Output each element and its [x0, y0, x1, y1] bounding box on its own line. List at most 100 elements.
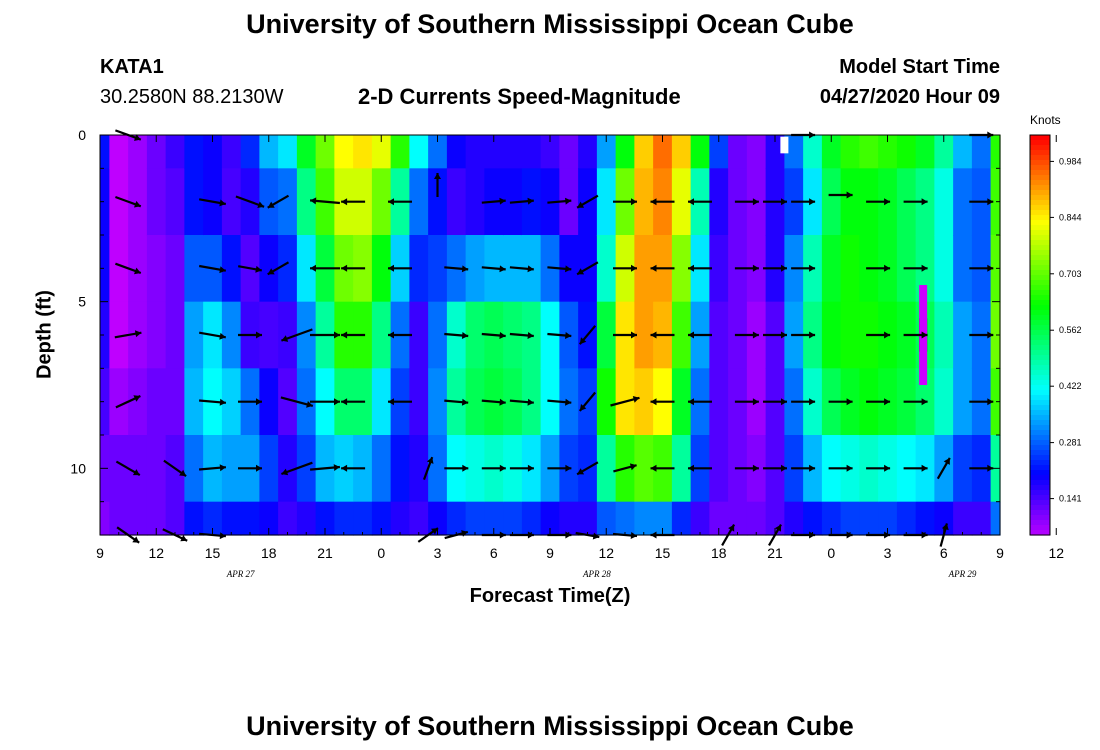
current-vector-head — [987, 331, 994, 339]
heatmap-cell — [540, 135, 560, 169]
heatmap-cell — [934, 235, 954, 303]
x-tick-label: 18 — [261, 545, 277, 561]
date-label: APR 29 — [948, 569, 977, 579]
y-tick-label: 0 — [78, 127, 86, 143]
colorbar-band — [1030, 280, 1050, 286]
current-vector-head — [752, 398, 759, 406]
current-vector-head — [650, 464, 657, 472]
heatmap-cell — [596, 301, 617, 369]
current-vector-head — [631, 331, 637, 339]
heatmap-cell — [653, 135, 673, 169]
heatmap-cell — [840, 235, 860, 303]
current-vector-head — [781, 398, 787, 406]
heatmap-cell — [165, 235, 185, 303]
colorbar-band — [1030, 195, 1050, 201]
current-vector-head — [306, 401, 313, 408]
colorbar-band — [1030, 315, 1050, 321]
colorbar-band — [1030, 505, 1050, 511]
x-tick-label: 21 — [317, 545, 333, 561]
current-vector-head — [752, 198, 759, 206]
heatmap-cell — [634, 135, 654, 169]
heatmap-cell — [278, 168, 298, 236]
colorbar-band — [1030, 270, 1050, 276]
heatmap-cell — [709, 235, 729, 303]
current-vector-head — [884, 464, 891, 472]
heatmap-cell — [446, 501, 467, 536]
current-vector-head — [650, 398, 657, 406]
colorbar-label: 0.422 — [1059, 381, 1082, 391]
x-tick-label: 15 — [205, 545, 221, 561]
x-tick-label: 0 — [377, 545, 385, 561]
colorbar-band — [1030, 425, 1050, 431]
colorbar-band — [1030, 375, 1050, 381]
heatmap-cell — [259, 168, 279, 236]
colorbar-band — [1030, 340, 1050, 346]
heatmap-cell — [465, 235, 485, 303]
data-marker — [780, 136, 789, 154]
current-vector-head — [499, 398, 506, 406]
current-vector-head — [426, 457, 434, 464]
colorbar-band — [1030, 475, 1050, 481]
heatmap-cell — [146, 235, 167, 303]
current-vector-head — [565, 265, 572, 273]
heatmap-cell — [578, 135, 598, 169]
heatmap-cell — [100, 501, 110, 536]
heatmap-cell — [446, 135, 467, 169]
colorbar-band — [1030, 160, 1050, 166]
page-title-top: University of Southern Mississippi Ocean… — [246, 9, 854, 39]
colorbar-band — [1030, 410, 1050, 416]
heatmap-cell — [915, 501, 935, 536]
x-tick-label: 12 — [148, 545, 164, 561]
heatmap-cell — [278, 135, 298, 169]
colorbar-band — [1030, 435, 1050, 441]
current-vector-head — [388, 398, 394, 406]
colorbar-band — [1030, 305, 1050, 311]
heatmap-cell — [840, 168, 860, 236]
current-vector-head — [884, 331, 891, 339]
colorbar-band — [1030, 295, 1050, 301]
current-vector-head — [499, 197, 506, 205]
colorbar-band — [1030, 200, 1050, 206]
x-axis-label: Forecast Time(Z) — [469, 585, 631, 607]
heatmap-cell — [784, 135, 804, 169]
heatmap-cell — [409, 168, 429, 236]
heatmap-cell — [428, 435, 448, 503]
heatmap-cell — [278, 301, 298, 369]
colorbar-band — [1030, 185, 1050, 191]
heatmap-cell — [109, 235, 129, 303]
heatmap-cell — [671, 368, 692, 436]
current-vector-head — [132, 536, 140, 543]
colorbar-band — [1030, 140, 1050, 146]
colorbar-label: 0.281 — [1059, 438, 1082, 448]
heatmap-cell — [465, 368, 485, 436]
colorbar-unit: Knots — [1030, 113, 1061, 127]
colorbar-label: 0.703 — [1059, 269, 1082, 279]
heatmap-cell — [165, 368, 185, 436]
current-vector-head — [650, 198, 657, 206]
current-vector-head — [281, 335, 289, 342]
heatmap-cell — [671, 135, 692, 169]
heatmap-cell — [465, 135, 485, 169]
x-tick-label: 9 — [996, 545, 1004, 561]
heatmap-cell — [165, 135, 185, 169]
heatmap-cell — [334, 135, 354, 169]
heatmap-cell — [990, 235, 1001, 303]
colorbar-band — [1030, 180, 1050, 186]
colorbar-band — [1030, 150, 1050, 156]
current-vector-head — [133, 395, 141, 402]
colorbar-band — [1030, 470, 1050, 476]
heatmap-cell — [709, 435, 729, 503]
colorbar-band — [1030, 220, 1050, 226]
heatmap-cell — [296, 501, 317, 536]
colorbar-band — [1030, 360, 1050, 366]
heatmap-cell — [840, 501, 860, 536]
heatmap-cell — [878, 501, 898, 536]
current-vector-head — [565, 398, 572, 406]
current-vector-head — [341, 198, 348, 206]
current-vector-head — [752, 331, 759, 339]
current-vector-head — [267, 268, 275, 275]
current-vector-head — [527, 265, 534, 273]
heatmap-cell — [109, 435, 129, 503]
x-tick-label: 0 — [827, 545, 835, 561]
colorbar-label: 0.844 — [1059, 212, 1082, 222]
